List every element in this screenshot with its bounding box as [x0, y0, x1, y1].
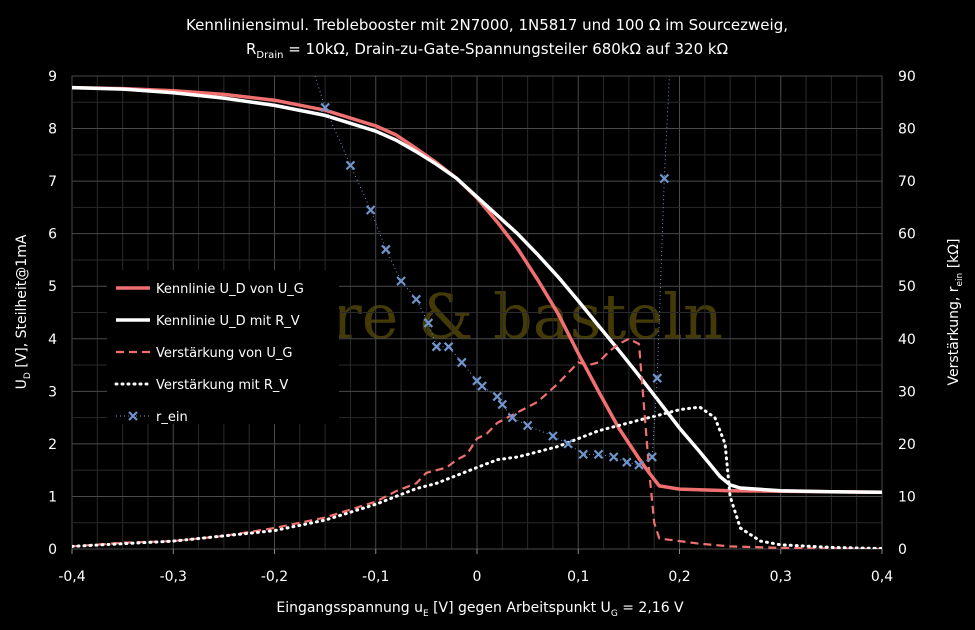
- r-ein-marker: [578, 449, 589, 460]
- r-ein-marker: [563, 439, 573, 449]
- y-left-tick-label: 4: [48, 332, 57, 348]
- legend-label: Kennlinie U_D von U_G: [156, 282, 304, 297]
- legend-box: [107, 270, 339, 424]
- y-right-tick-label: 80: [898, 122, 916, 138]
- x-axis-label: Eingangsspannung uE [V] gegen Arbeitspun…: [276, 600, 684, 619]
- y-left-tick-labels: 0 1 2 3 4 5 6 7 8 9: [48, 69, 57, 558]
- x-tick-label: 0: [473, 569, 482, 585]
- y-left-tick-label: 9: [48, 69, 57, 85]
- series-line-3: [72, 405, 882, 549]
- r-ein-marker: [396, 276, 406, 286]
- y-right-tick-label: 60: [898, 227, 916, 243]
- x-tick-label: 0,4: [871, 569, 893, 585]
- r-ein-marker: [431, 341, 442, 352]
- r-ein-marker: [320, 102, 330, 113]
- y-right-tick-labels: 0 10 20 30 40 50 60 70 80 90: [898, 69, 916, 558]
- chart-title-line2: RDrain = 10kΩ, Drain-zu-Gate-Spannungste…: [246, 40, 728, 61]
- r-ein-marker: [634, 460, 644, 470]
- series-group: [72, 76, 882, 549]
- legend: Kennlinie U_D von U_G Kennlinie U_D mit R…: [107, 270, 339, 425]
- series-line-2: [72, 337, 882, 549]
- r-ein-marker: [457, 357, 467, 368]
- r-ein-marker: [443, 341, 454, 352]
- r-ein-marker: [365, 205, 376, 215]
- y-right-tick-label: 0: [898, 542, 907, 558]
- r-ein-marker: [548, 431, 558, 441]
- x-tick-label: 0,3: [770, 569, 792, 585]
- legend-label: r_ein: [156, 410, 188, 425]
- y-left-tick-label: 2: [48, 437, 57, 453]
- legend-label: Verstärkung mit R_V: [156, 378, 288, 393]
- r-ein-marker: [477, 381, 487, 391]
- x-tick-label: -0,3: [160, 569, 187, 585]
- x-tick-label: -0,1: [362, 569, 389, 585]
- y-left-tick-label: 5: [48, 279, 57, 295]
- y-right-tick-label: 10: [898, 489, 916, 505]
- r-ein-marker: [507, 412, 518, 423]
- y-right-tick-label: 30: [898, 384, 916, 400]
- r-ein-marker: [381, 244, 391, 255]
- y-left-axis-label: UD [V], Steilheit@1mA: [14, 234, 33, 389]
- y-left-tick-label: 0: [48, 542, 57, 558]
- r-ein-marker: [411, 294, 422, 305]
- y-right-tick-label: 70: [898, 174, 916, 190]
- r-ein-marker: [622, 457, 632, 468]
- r-ein-marker: [423, 318, 434, 328]
- series-line-1: [72, 85, 882, 494]
- series-line-0: [72, 85, 882, 494]
- y-right-axis-label: Verstärkung, rein [kΩ]: [946, 239, 965, 386]
- x-tick-label: 0,2: [668, 569, 690, 585]
- y-left-tick-label: 8: [48, 122, 57, 138]
- y-left-tick-label: 3: [48, 384, 57, 400]
- r-ein-marker: [497, 399, 508, 410]
- y-right-tick-label: 20: [898, 437, 916, 453]
- y-left-tick-label: 1: [48, 489, 57, 505]
- chart-title-line1: Kennliniensimul. Treblebooster mit 2N700…: [186, 16, 788, 34]
- x-tick-label: -0,2: [261, 569, 288, 585]
- x-tick-label: -0,4: [58, 569, 85, 585]
- r-ein-marker: [608, 452, 619, 462]
- legend-marker: [128, 411, 138, 421]
- r-ein-marker: [492, 391, 503, 402]
- x-tick-label: 0,1: [567, 569, 589, 585]
- y-left-tick-label: 6: [48, 227, 57, 243]
- legend-label: Verstärkung von U_G: [156, 346, 293, 361]
- r-ein-marker: [659, 173, 670, 184]
- y-left-tick-label: 7: [48, 174, 57, 190]
- y-right-tick-label: 90: [898, 69, 916, 85]
- r-ein-marker: [647, 452, 657, 462]
- legend-label: Kennlinie U_D mit R_V: [156, 314, 300, 329]
- r-ein-marker: [345, 160, 356, 171]
- series-line-4: [314, 76, 670, 466]
- r-ein-marker: [522, 420, 533, 431]
- r-ein-marker: [593, 449, 604, 460]
- y-right-tick-label: 50: [898, 279, 916, 295]
- x-tick-labels: -0,4 -0,3 -0,2 -0,1 0 0,1 0,2 0,3 0,4: [58, 549, 893, 585]
- y-right-tick-label: 40: [898, 332, 916, 348]
- r-ein-marker: [652, 373, 663, 383]
